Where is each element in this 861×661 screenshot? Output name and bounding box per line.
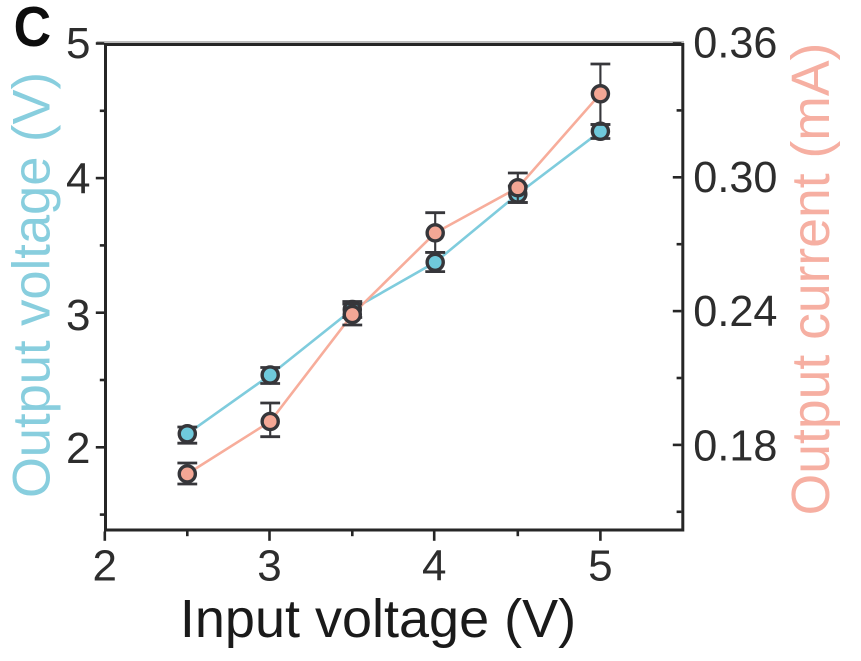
svg-text:2: 2: [66, 424, 90, 473]
svg-text:2: 2: [93, 542, 117, 591]
svg-text:0.30: 0.30: [693, 154, 777, 202]
svg-text:Output current (mA): Output current (mA): [782, 43, 841, 516]
svg-text:5: 5: [66, 19, 90, 68]
svg-text:Input voltage (V): Input voltage (V): [180, 589, 576, 649]
svg-text:Output voltage (V): Output voltage (V): [3, 72, 62, 498]
svg-text:0.24: 0.24: [693, 288, 777, 336]
svg-text:5: 5: [588, 542, 612, 591]
svg-text:0.18: 0.18: [693, 422, 777, 470]
svg-text:3: 3: [257, 542, 281, 591]
svg-text:C: C: [14, 0, 52, 58]
svg-text:3: 3: [66, 291, 90, 340]
svg-text:4: 4: [66, 155, 90, 204]
svg-text:4: 4: [422, 542, 446, 591]
svg-text:0.36: 0.36: [693, 20, 777, 68]
